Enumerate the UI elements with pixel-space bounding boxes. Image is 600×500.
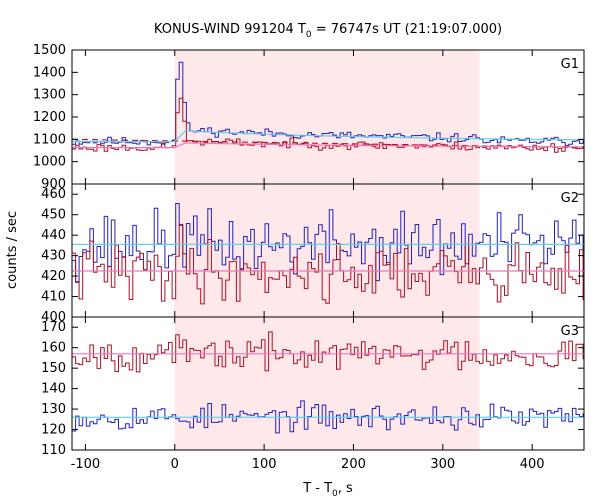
y-tick-label: 430 <box>41 249 66 264</box>
y-tick-label: 1500 <box>33 43 66 58</box>
blue-series-line <box>72 203 584 283</box>
y-tick-label: 410 <box>41 290 66 305</box>
y-tick-label: 1400 <box>33 65 66 80</box>
x-tick-label: 100 <box>252 457 277 472</box>
y-tick-label: 400 <box>41 310 66 325</box>
burst-interval-shade <box>174 50 480 184</box>
panel-label: G3 <box>561 324 579 339</box>
red-series-line <box>72 223 584 305</box>
y-tick-label: 150 <box>41 361 66 376</box>
series-group <box>72 203 584 305</box>
y-tick-label: 160 <box>41 341 66 356</box>
x-tick-label: -100 <box>71 457 101 472</box>
y-tick-label: 460 <box>41 187 66 202</box>
y-tick-label: 440 <box>41 228 66 243</box>
series-group <box>72 61 584 153</box>
burst-interval-shade <box>174 317 480 450</box>
panel-frame <box>71 316 585 451</box>
blue-series-line <box>72 400 584 434</box>
y-tick-label: 450 <box>41 208 66 223</box>
panel-g2: 400 410 420 430 440 450 460 G2 <box>41 183 585 325</box>
panel-g3: 110 120 130 140 150 160 170 -100 0 100 200 300 400 G3 <box>41 316 585 472</box>
x-axis-title: T - T0, s <box>302 481 353 499</box>
y-axis-title: counts / sec <box>5 211 20 289</box>
y-tick-label: 140 <box>41 382 66 397</box>
x-tick-label: 300 <box>430 457 455 472</box>
y-tick-label: 1300 <box>33 88 66 103</box>
panels-group: 900100011001200130014001500G140041042043… <box>33 43 585 472</box>
x-tick-label: 0 <box>171 457 179 472</box>
x-tick-label: 400 <box>520 457 545 472</box>
pink-fit-line <box>72 142 584 149</box>
y-tick-label: 1200 <box>33 110 66 125</box>
x-tick-label: 200 <box>341 457 366 472</box>
burst-interval-shade <box>174 184 480 317</box>
cyan-fit-line <box>72 130 584 143</box>
y-tick-label: 1000 <box>33 155 66 170</box>
y-tick-label: 130 <box>41 402 66 417</box>
red-dashed-background <box>72 138 584 149</box>
y-tick-label: 120 <box>41 423 66 438</box>
y-tick-label: 420 <box>41 269 66 284</box>
y-tick-label: 900 <box>41 177 66 192</box>
panel-label: G2 <box>561 191 579 206</box>
y-tick-label: 1100 <box>33 132 66 147</box>
chart-title: KONUS-WIND 991204 T0 = 76747s UT (21:19:… <box>154 22 502 40</box>
panel-g1: 900 1000 1100 1200 1300 1400 1500 G1 <box>33 43 585 192</box>
red-series-line <box>72 97 584 153</box>
panel-label: G1 <box>561 57 579 72</box>
series-group <box>72 331 584 434</box>
y-tick-label: 110 <box>41 443 66 458</box>
y-tick-label: 170 <box>41 320 66 335</box>
